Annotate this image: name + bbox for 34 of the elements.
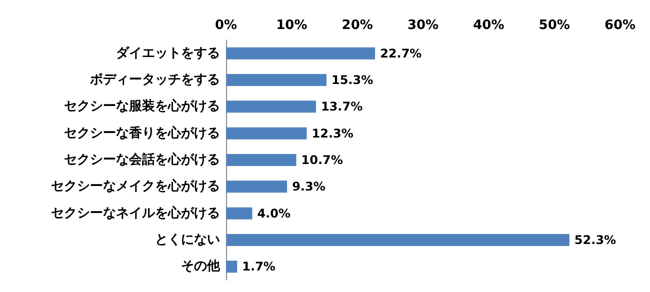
y-tick-label: ダイエットをする: [116, 46, 220, 61]
data-label: 4.0%: [257, 206, 291, 220]
bar: [226, 180, 288, 193]
data-label: 9.3%: [292, 180, 326, 194]
bar: [226, 127, 307, 140]
x-tick-label: 30%: [407, 18, 439, 33]
y-tick-label: その他: [181, 259, 221, 274]
y-tick-label: セクシーな香りを心がける: [64, 124, 220, 141]
data-label: 22.7%: [380, 46, 422, 60]
x-tick-label: 0%: [214, 18, 238, 33]
data-label: 1.7%: [242, 260, 276, 274]
bar: [226, 234, 570, 246]
data-label: 13.7%: [320, 100, 363, 114]
data-label: 15.3%: [331, 73, 374, 87]
bar: [226, 74, 326, 86]
x-tick-label: 10%: [276, 18, 308, 33]
x-tick-label: 20%: [342, 18, 373, 33]
x-tick-label: 50%: [538, 18, 570, 33]
bar: [226, 47, 376, 60]
data-label: 10.7%: [301, 153, 343, 167]
y-tick-label: セクシーなネイルを心がける: [51, 204, 220, 221]
bar: [226, 100, 316, 113]
bar: [226, 154, 296, 166]
x-tick-label: 60%: [604, 18, 636, 33]
y-tick-label: セクシーなメイクを心がける: [51, 178, 220, 194]
y-tick-label: ボディータッチをする: [89, 72, 220, 88]
y-tick-label: とくにない: [155, 232, 220, 248]
bar: [226, 207, 252, 220]
data-label: 12.3%: [312, 126, 354, 140]
y-tick-label: セクシーな服装を心がける: [64, 98, 220, 114]
y-tick-label: セクシーな会話を心がける: [64, 152, 220, 168]
x-tick-label: 40%: [473, 18, 504, 33]
data-label: 52.3%: [574, 233, 616, 247]
bar: [226, 260, 238, 273]
